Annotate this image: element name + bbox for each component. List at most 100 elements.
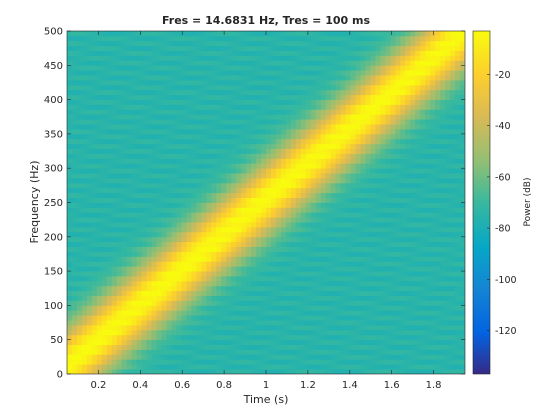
- heatmap-cell: [280, 339, 287, 345]
- heatmap-cell: [410, 173, 416, 179]
- heatmap-cell: [171, 182, 177, 189]
- heatmap-cell: [176, 344, 182, 350]
- heatmap-cell: [370, 168, 376, 174]
- heatmap-cell: [345, 55, 351, 61]
- heatmap-cell: [290, 359, 297, 365]
- heatmap-cell: [405, 300, 411, 306]
- heatmap-cell: [275, 178, 282, 184]
- heatmap-cell: [390, 339, 396, 345]
- heatmap-cell: [300, 334, 307, 341]
- heatmap-cell: [67, 129, 73, 135]
- heatmap-cell: [405, 75, 411, 81]
- heatmap-cell: [360, 305, 366, 311]
- heatmap-cell: [246, 124, 252, 130]
- heatmap-cell: [106, 325, 113, 331]
- heatmap-cell: [315, 212, 322, 218]
- heatmap-cell: [315, 104, 322, 110]
- heatmap-cell: [375, 94, 381, 100]
- heatmap-cell: [315, 256, 322, 262]
- heatmap-cell: [236, 320, 242, 326]
- heatmap-cell: [405, 197, 411, 203]
- heatmap-cell: [415, 124, 421, 130]
- heatmap-cell: [171, 133, 177, 140]
- heatmap-cell: [320, 133, 327, 140]
- heatmap-cell: [106, 70, 113, 76]
- heatmap-cell: [375, 334, 381, 341]
- heatmap-cell: [315, 45, 322, 51]
- heatmap-cell: [186, 84, 192, 91]
- heatmap-cell: [81, 129, 88, 135]
- heatmap-cell: [375, 182, 381, 189]
- heatmap-cell: [275, 222, 282, 228]
- heatmap-cell: [67, 187, 73, 194]
- heatmap-cell: [340, 75, 347, 81]
- heatmap-cell: [236, 182, 242, 189]
- heatmap-cell: [410, 94, 416, 100]
- heatmap-cell: [280, 104, 287, 110]
- heatmap-cell: [315, 310, 322, 316]
- heatmap-cell: [196, 75, 202, 81]
- heatmap-cell: [76, 119, 83, 125]
- heatmap-cell: [360, 315, 366, 321]
- heatmap-cell: [141, 173, 148, 179]
- heatmap-cell: [91, 285, 98, 292]
- heatmap-cell: [146, 300, 152, 306]
- heatmap-cell: [295, 192, 302, 198]
- heatmap-cell: [71, 315, 78, 321]
- heatmap-cell: [280, 329, 287, 336]
- heatmap-cell: [300, 241, 307, 247]
- heatmap-cell: [161, 325, 167, 331]
- heatmap-cell: [176, 70, 182, 76]
- heatmap-cell: [340, 148, 347, 154]
- heatmap-cell: [405, 109, 411, 115]
- heatmap-cell: [231, 256, 237, 262]
- heatmap-cell: [395, 207, 401, 213]
- heatmap-cell: [171, 290, 177, 296]
- heatmap-cell: [71, 55, 78, 61]
- heatmap-cell: [241, 31, 247, 37]
- heatmap-cell: [290, 143, 297, 149]
- heatmap-cell: [231, 182, 237, 189]
- heatmap-cell: [121, 138, 128, 145]
- heatmap-cell: [131, 349, 138, 355]
- heatmap-cell: [405, 89, 411, 96]
- heatmap-cell: [166, 320, 172, 326]
- heatmap-cell: [275, 246, 282, 252]
- heatmap-cell: [141, 320, 148, 326]
- heatmap-cell: [101, 320, 108, 326]
- heatmap-cell: [71, 148, 78, 154]
- heatmap-cell: [345, 241, 351, 247]
- heatmap-cell: [251, 45, 257, 51]
- heatmap-cell: [141, 325, 148, 331]
- heatmap-cell: [101, 369, 108, 374]
- heatmap-cell: [206, 285, 212, 292]
- heatmap-cell: [241, 251, 247, 257]
- heatmap-cell: [305, 99, 312, 105]
- heatmap-cell: [236, 45, 242, 51]
- heatmap-cell: [171, 212, 177, 218]
- heatmap-cell: [71, 114, 78, 120]
- heatmap-cell: [201, 163, 207, 169]
- heatmap-cell: [405, 276, 411, 282]
- heatmap-cell: [176, 285, 182, 292]
- heatmap-cell: [320, 231, 327, 238]
- heatmap-cell: [206, 236, 212, 243]
- heatmap-cell: [67, 310, 73, 316]
- heatmap-cell: [270, 168, 277, 174]
- heatmap-cell: [181, 75, 187, 81]
- heatmap-cell: [295, 207, 302, 213]
- heatmap-cell: [116, 310, 123, 316]
- heatmap-cell: [111, 138, 118, 145]
- heatmap-cell: [211, 84, 217, 91]
- heatmap-cell: [415, 143, 421, 149]
- heatmap-cell: [161, 222, 167, 228]
- heatmap-cell: [176, 119, 182, 125]
- heatmap-cell: [275, 70, 282, 76]
- heatmap-cell: [261, 202, 267, 208]
- heatmap-cell: [131, 60, 138, 66]
- heatmap-cell: [246, 202, 252, 208]
- heatmap-cell: [290, 261, 297, 267]
- heatmap-cell: [181, 305, 187, 311]
- heatmap-cell: [295, 236, 302, 243]
- heatmap-cell: [106, 339, 113, 345]
